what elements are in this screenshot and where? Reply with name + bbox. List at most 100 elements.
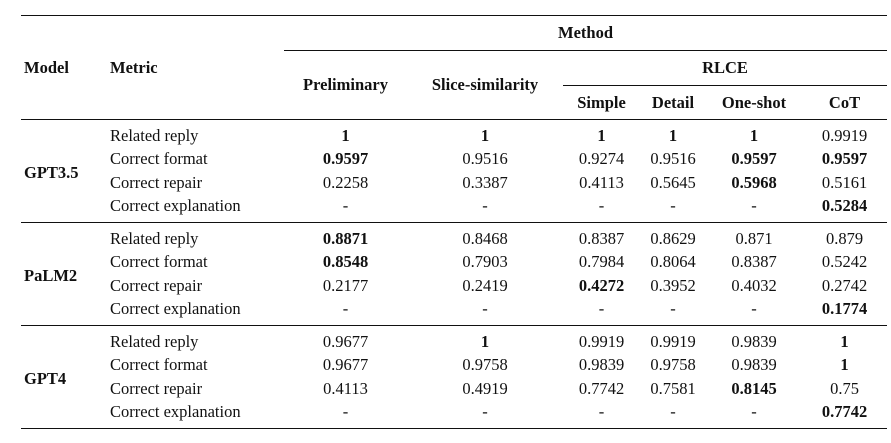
value-cell: 0.7903 <box>462 252 508 272</box>
value-cell: 0.879 <box>825 228 864 248</box>
value-cell: 0.9677 <box>322 355 369 375</box>
table-row: GPT4 Related reply 0.9677 1 0.9919 0.9919 0.98… <box>21 325 887 388</box>
header-cot: CoT <box>828 92 861 112</box>
metric-name: Related reply <box>110 331 199 351</box>
value-cell: 0.7581 <box>650 378 696 398</box>
value-cell: - <box>342 299 349 319</box>
value-cell: 0.75 <box>830 378 859 398</box>
value-cell: - <box>751 196 757 216</box>
value-cell: 0.1774 <box>821 299 868 319</box>
value-cell: 0.9516 <box>650 149 696 169</box>
metric-name: Correct repair <box>110 275 203 295</box>
header-rlce: RLCE <box>563 50 887 86</box>
header-simple: Simple <box>577 92 626 112</box>
value-cell: - <box>598 196 605 216</box>
table-row: Correct explanation - - - - - 0.1774 <box>21 298 887 326</box>
metric-name: Correct format <box>110 252 208 272</box>
value-cell: 0.3952 <box>650 275 696 295</box>
value-cell: 0.9758 <box>462 355 508 375</box>
value-cell: 0.8145 <box>731 378 777 398</box>
value-cell: - <box>751 299 757 319</box>
table-row: Correct explanation - - - - - 0.5284 <box>21 195 887 223</box>
value-cell: 0.7984 <box>578 252 625 272</box>
value-cell: 0.8871 <box>322 228 369 248</box>
metric-name: Correct format <box>110 149 208 169</box>
value-cell: 1 <box>480 125 490 145</box>
value-cell: 0.9677 <box>322 331 369 351</box>
metric-name: Related reply <box>110 125 199 145</box>
metric-name: Correct repair <box>110 172 203 192</box>
value-cell: 1 <box>840 355 849 375</box>
value-cell: 1 <box>749 125 759 145</box>
table-row: Correct repair 0.2258 0.3387 0.4113 0.5645 0.… <box>21 171 887 195</box>
model-name: GPT3.5 <box>24 163 79 182</box>
value-cell: 0.9919 <box>650 331 696 351</box>
value-cell: - <box>670 402 676 422</box>
table-row: Correct repair 0.2177 0.2419 0.4272 0.3952 0.… <box>21 274 887 298</box>
value-cell: - <box>482 299 488 319</box>
results-table: Model Metric Method Preliminary Slice-si… <box>21 15 887 429</box>
value-cell: 0.9839 <box>731 355 777 375</box>
header-detail: Detail <box>651 92 695 112</box>
value-cell: 0.5968 <box>731 172 777 192</box>
table-row: PaLM2 Related reply 0.8871 0.8468 0.8387 0.86… <box>21 222 887 285</box>
value-cell: 0.8468 <box>462 228 508 248</box>
table-row: GPT3.5 Related reply 1 1 1 1 1 0.9919 <box>21 120 887 182</box>
value-cell: 0.871 <box>735 228 773 248</box>
value-cell: 1 <box>668 125 678 145</box>
value-cell: - <box>482 402 488 422</box>
value-cell: 0.7742 <box>578 378 625 398</box>
value-cell: 0.5645 <box>650 172 696 192</box>
table-row: Correct repair 0.4113 0.4919 0.7742 0.7581 0.… <box>21 377 887 401</box>
value-cell: - <box>670 299 676 319</box>
value-cell: 0.3387 <box>462 172 508 192</box>
value-cell: - <box>342 196 349 216</box>
table-row: Correct explanation - - - - - 0.7742 <box>21 401 887 429</box>
metric-name: Correct explanation <box>110 299 241 319</box>
header-one-shot: One-shot <box>721 92 787 112</box>
value-cell: 0.8064 <box>650 252 696 272</box>
value-cell: - <box>482 196 488 216</box>
value-cell: 0.9597 <box>731 149 777 169</box>
table-body: GPT3.5 Related reply 1 1 1 1 1 0.9919 Correct fo… <box>21 120 887 429</box>
value-cell: 0.4113 <box>323 378 368 398</box>
value-cell: 1 <box>480 331 490 351</box>
value-cell: 0.8629 <box>650 228 696 248</box>
value-cell: 0.2177 <box>322 275 369 295</box>
value-cell: 0.2742 <box>821 275 868 295</box>
value-cell: 0.2419 <box>462 275 508 295</box>
value-cell: 0.9597 <box>322 149 369 169</box>
value-cell: 0.8387 <box>578 228 625 248</box>
value-cell: - <box>342 402 349 422</box>
value-cell: 0.4113 <box>579 172 624 192</box>
value-cell: 0.9919 <box>821 125 868 145</box>
value-cell: 0.4032 <box>731 275 777 295</box>
table-row: Correct format 0.8548 0.7903 0.7984 0.8064 0.… <box>21 251 887 275</box>
header-method: Method <box>284 15 887 51</box>
metric-name: Correct repair <box>110 378 203 398</box>
value-cell: 0.4272 <box>578 275 625 295</box>
model-name: GPT4 <box>24 369 67 388</box>
value-cell: 0.8548 <box>322 252 369 272</box>
model-name: PaLM2 <box>24 266 78 285</box>
value-cell: - <box>670 196 676 216</box>
metric-name: Correct explanation <box>110 402 241 422</box>
value-cell: 0.7742 <box>821 402 868 422</box>
value-cell: 0.9839 <box>578 355 625 375</box>
value-cell: 0.2258 <box>322 172 369 192</box>
table-row: Correct format 0.9597 0.9516 0.9274 0.9516 0.… <box>21 148 887 172</box>
value-cell: 0.4919 <box>462 378 508 398</box>
value-cell: - <box>598 402 605 422</box>
metric-name: Related reply <box>110 228 199 248</box>
value-cell: 1 <box>840 331 849 351</box>
value-cell: - <box>751 402 757 422</box>
table-row: Correct format 0.9677 0.9758 0.9839 0.9758 0.… <box>21 354 887 378</box>
header-preliminary: Preliminary <box>303 75 388 94</box>
value-cell: - <box>598 299 605 319</box>
header-metric: Metric <box>110 57 158 77</box>
value-cell: 0.9919 <box>578 331 625 351</box>
value-cell: 0.9839 <box>731 331 777 351</box>
value-cell: 0.5242 <box>821 252 868 272</box>
value-cell: 1 <box>341 125 350 145</box>
